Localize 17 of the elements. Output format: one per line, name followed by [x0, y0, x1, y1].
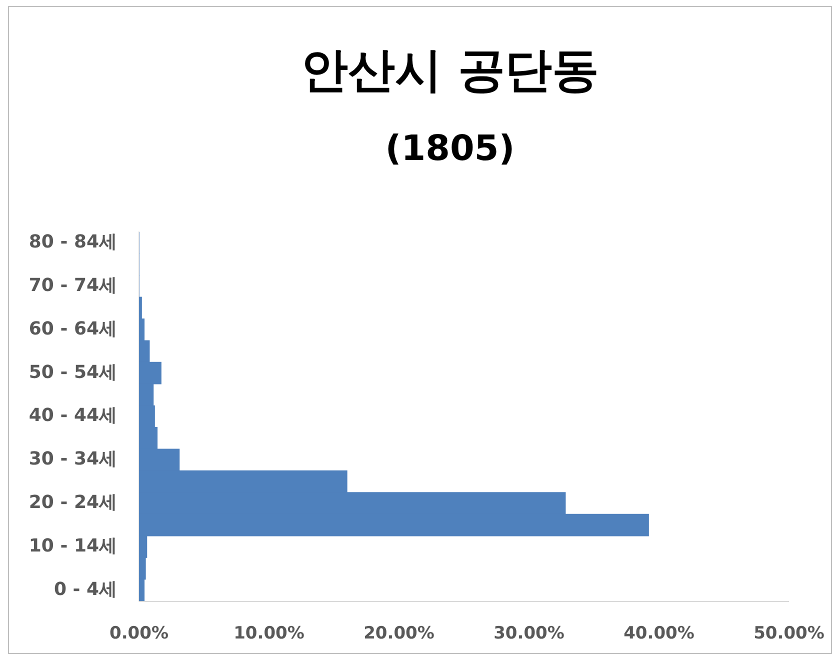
y-tick-label: 40 - 44세	[28, 405, 117, 426]
chart-title: 안산시 공단동	[300, 42, 600, 100]
x-tick-label: 40.00%	[624, 624, 694, 644]
x-tick-label: 20.00%	[364, 624, 434, 644]
x-tick-label: 10.00%	[234, 624, 304, 644]
y-tick-label: 10 - 14세	[28, 535, 117, 556]
y-tick-label: 50 - 54세	[28, 362, 117, 383]
y-tick-label: 70 - 74세	[28, 274, 117, 296]
x-tick-label: 0.00%	[110, 624, 168, 644]
x-tick-label: 30.00%	[494, 624, 564, 644]
y-tick-label: 80 - 84세	[28, 232, 117, 253]
y-tick-label: 0 - 4세	[54, 578, 117, 600]
y-tick-label: 30 - 34세	[28, 448, 117, 470]
y-tick-label: 60 - 64세	[28, 318, 117, 340]
chart-subtitle: (1805)	[384, 128, 516, 171]
y-tick-label: 20 - 24세	[28, 492, 117, 513]
x-tick-label: 50.00%	[754, 624, 824, 644]
